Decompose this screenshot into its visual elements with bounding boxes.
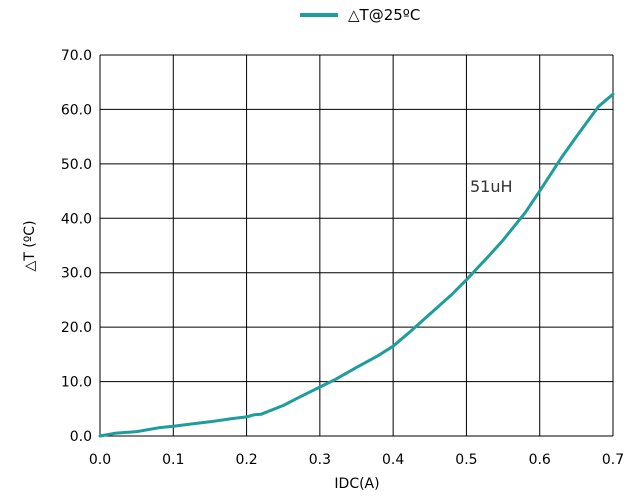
y-tick-label: 20.0 (61, 320, 92, 336)
annotation-51uh: 51uH (470, 177, 513, 196)
y-tick-label: 70.0 (61, 48, 92, 64)
y-axis-label: △T (ºC) (22, 220, 38, 271)
x-tick-label: 0.6 (529, 452, 551, 468)
grid (99, 54, 614, 437)
x-tick-label: 0.1 (162, 452, 184, 468)
x-tick-label: 0.0 (89, 452, 111, 468)
x-tick-label: 0.4 (382, 452, 404, 468)
x-tick-label: 0.5 (455, 452, 477, 468)
x-axis-label: IDC(A) (334, 476, 379, 492)
x-tick-label: 0.3 (309, 452, 331, 468)
y-tick-label: 10.0 (61, 375, 92, 391)
y-tick-label: 0.0 (70, 429, 92, 445)
x-tick-label: 0.7 (602, 452, 624, 468)
y-tick-label: 30.0 (61, 266, 92, 282)
legend: △T@25ºC (300, 6, 420, 24)
series-line (98, 92, 615, 438)
y-tick-label: 60.0 (61, 102, 92, 118)
tick-labels: 0.0 0.1 0.2 0.3 0.4 0.5 0.6 0.7 0.0 10.0 20.0 30.0 4… (61, 48, 624, 468)
y-tick-label: 50.0 (61, 157, 92, 173)
x-tick-label: 0.2 (235, 452, 257, 468)
y-tick-label: 40.0 (61, 211, 92, 227)
legend-label: △T@25ºC (348, 6, 420, 24)
